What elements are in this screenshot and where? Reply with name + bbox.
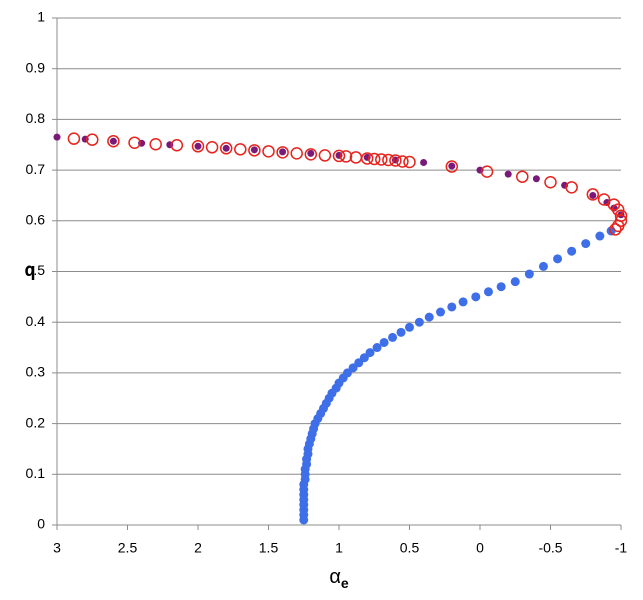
x-tick-label: 0.5: [400, 540, 420, 556]
data-point: [53, 133, 61, 141]
y-tick-label: 0.2: [26, 414, 46, 430]
data-point: [262, 145, 275, 158]
data-point: [581, 239, 591, 249]
data-point: [318, 149, 332, 162]
y-axis-label: q: [25, 260, 36, 280]
x-tick-label: 2.5: [118, 540, 138, 556]
data-point: [109, 137, 117, 145]
y-tick-label: 0.5: [26, 262, 46, 278]
y-tick-label: 0.1: [26, 465, 46, 481]
data-point: [532, 175, 540, 183]
x-tick-label: -0.5: [538, 540, 562, 556]
data-point: [379, 337, 389, 347]
data-point: [524, 269, 534, 279]
data-point: [396, 327, 406, 337]
data-point: [149, 137, 162, 151]
x-tick-label: 2: [194, 540, 202, 556]
data-point: [586, 188, 600, 201]
data-point: [597, 193, 611, 206]
data-point: [388, 332, 398, 342]
x-tick-label: -1: [615, 540, 628, 556]
data-point: [538, 261, 548, 271]
data-point: [553, 254, 563, 264]
x-tick-label: 3: [53, 540, 61, 556]
data-point: [67, 132, 81, 145]
data-point: [504, 170, 512, 178]
x-axis-label-main: α: [329, 566, 341, 588]
data-point: [567, 246, 577, 256]
data-point: [375, 153, 388, 166]
data-point: [611, 203, 625, 216]
y-tick-label: 0.3: [26, 364, 46, 380]
data-point: [365, 348, 375, 358]
data-point: [589, 191, 597, 199]
data-point: [424, 312, 434, 322]
data-point: [191, 140, 205, 153]
data-point: [609, 223, 622, 236]
data-point: [611, 219, 625, 233]
data-point: [480, 165, 494, 178]
y-tick-label: 0.6: [26, 212, 46, 228]
y-tick-label: 0.7: [26, 161, 46, 177]
data-point: [279, 148, 287, 156]
y-tick-label: 0: [37, 516, 45, 532]
data-point: [447, 302, 457, 312]
y-tick-label: 0.9: [26, 59, 46, 75]
data-point: [389, 154, 402, 167]
data-point: [372, 343, 382, 353]
y-tick-label: 0.8: [26, 110, 46, 126]
data-point: [483, 287, 493, 297]
data-point: [403, 155, 416, 169]
data-point: [382, 153, 395, 167]
data-point: [276, 146, 289, 159]
data-point: [128, 136, 141, 149]
data-point: [222, 144, 230, 152]
data-point: [436, 307, 446, 317]
data-point: [205, 141, 219, 154]
x-tick-label: 1: [335, 540, 343, 556]
y-tick-label: 0.4: [26, 313, 46, 329]
data-point: [544, 176, 557, 189]
data-point: [405, 322, 414, 332]
data-point: [170, 139, 184, 152]
data-point: [219, 142, 233, 155]
x-axis-label-subscript: e: [341, 575, 349, 591]
data-point: [496, 282, 506, 292]
data-point: [448, 162, 456, 170]
data-point: [339, 150, 353, 163]
data-point: [194, 142, 202, 150]
y-tick-label: 1: [37, 9, 45, 25]
data-point: [360, 152, 374, 165]
data-point: [445, 160, 459, 173]
data-point: [565, 181, 578, 194]
data-point: [396, 155, 409, 168]
data-point: [471, 292, 481, 302]
x-tick-label: 1.5: [259, 540, 279, 556]
x-axis-label: αe: [329, 566, 349, 590]
data-point: [304, 148, 318, 161]
x-tick-label: 0: [476, 540, 484, 556]
data-point: [248, 144, 261, 157]
data-point: [107, 134, 120, 148]
data-point: [250, 146, 258, 154]
data-point: [290, 147, 303, 160]
data-point: [510, 277, 520, 287]
data-point: [420, 158, 428, 166]
data-point: [414, 317, 424, 327]
data-point: [516, 170, 529, 183]
data-point: [368, 152, 381, 166]
data-point: [458, 297, 468, 307]
data-point: [86, 133, 99, 146]
data-point: [332, 149, 346, 163]
data-point: [595, 231, 605, 241]
data-point: [307, 149, 315, 157]
data-point: [234, 143, 247, 156]
